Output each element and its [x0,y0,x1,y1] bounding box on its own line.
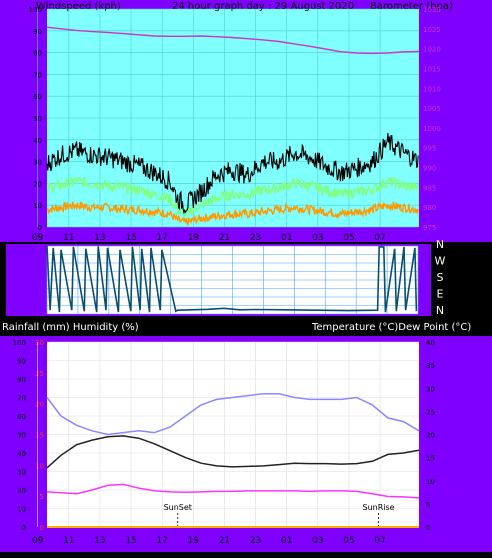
temp-tick-label: 5 [426,501,430,509]
y-tick-label: 100 [29,6,42,14]
humidity-tick-label: 70 [17,395,26,403]
x-tick-label: 11 [63,536,74,546]
humidity-tick-label: 60 [17,413,26,421]
series-barometer [46,26,420,55]
humidity-tick-label: 50 [17,432,26,440]
x-tick-label: 19 [188,233,200,243]
rain-tick-label: 20 [35,401,44,409]
x-tick-label: 03 [312,233,323,243]
x-tick-label: 09 [32,233,44,243]
direction-label: N [436,238,444,251]
barometer-axis-title: Barometer (hpa) [370,1,453,12]
temp-tick-label: 30 [426,385,435,393]
series-gust [46,132,419,215]
x-tick-label: 09 [32,536,44,546]
y2-tick-label: 1025 [423,26,441,34]
x-tick-label: 23 [250,536,261,546]
y2-tick-label: 1005 [423,105,441,113]
rain-tick-label: 5 [40,493,44,501]
temp-tick-label: 25 [426,408,435,416]
x-tick-label: 07 [374,536,385,546]
temp-humidity-chart: 0102030405060708090100051015202530051015… [13,339,435,546]
humidity-tick-label: 20 [17,487,26,495]
series-minimum [46,201,419,226]
temp-tick-label: 10 [426,478,435,486]
graph-title: 24 hour graph day : 29 August 2020 [172,1,354,12]
x-tick-label: 11 [63,233,74,243]
humidity-tick-label: 10 [17,506,26,514]
x-tick-label: 07 [374,233,385,243]
x-tick-label: 01 [281,233,292,243]
humidity-tick-label: 90 [17,358,26,366]
y2-tick-label: 1010 [423,85,441,93]
temp-tick-label: 40 [426,339,435,347]
rain-tick-label: 10 [35,462,44,470]
x-tick-label: 05 [343,233,354,243]
direction-label: N [436,304,444,317]
y2-tick-label: 1015 [423,65,441,73]
y2-tick-label: 1000 [423,125,441,133]
temp-tick-label: 0 [426,524,430,532]
y2-tick-label: 985 [423,184,436,192]
humidity-tick-label: 0 [22,524,26,532]
direction-label: S [437,271,444,284]
rain-tick-label: 25 [35,370,44,378]
annotation-label: SunRise [362,503,394,512]
windspeed-axis-title: Windspeed (kph) [36,1,121,12]
x-tick-label: 01 [281,536,292,546]
x-tick-label: 23 [250,233,261,243]
annotation-label: SunSet [164,503,192,512]
x-tick-label: 17 [156,233,167,243]
series-temperature [46,435,420,469]
y2-tick-label: 975 [423,224,436,232]
y2-tick-label: 990 [423,165,436,173]
humidity-tick-label: 40 [17,450,26,458]
x-tick-label: 03 [312,536,323,546]
temp-tick-label: 20 [426,432,435,440]
x-tick-label: 05 [343,536,354,546]
wind-baro-chart: 0102030405060708090100975980985990995100… [29,6,441,243]
direction-label: W [435,255,446,268]
series-humidity [46,393,420,436]
temp-tick-label: 15 [426,455,435,463]
temp-dew-axis-title: Temperature (°C)Dew Point (°C) [311,322,471,333]
y2-tick-label: 980 [423,204,436,212]
x-tick-label: 19 [188,536,200,546]
rain-tick-label: 15 [35,432,44,440]
y2-tick-label: 995 [423,145,436,153]
rain-humidity-axis-title: Rainfall (mm) Humidity (%) [2,322,139,333]
temp-tick-label: 35 [426,362,435,370]
x-tick-label: 15 [125,536,136,546]
x-tick-label: 13 [94,536,105,546]
series-direction [46,245,418,313]
y2-tick-label: 1020 [423,46,441,54]
y2-tick-label: 1030 [423,6,441,14]
x-tick-label: 15 [125,233,136,243]
series-average [47,175,419,218]
direction-label: E [437,288,444,301]
x-tick-label: 17 [156,536,167,546]
direction-chart [46,245,419,315]
x-tick-label: 21 [219,233,230,243]
humidity-tick-label: 80 [17,376,26,384]
x-tick-label: 21 [219,536,230,546]
y-tick-label: 0 [38,224,42,232]
humidity-tick-label: 100 [13,339,26,347]
x-tick-label: 13 [94,233,105,243]
humidity-tick-label: 30 [17,469,26,477]
rain-tick-label: 0 [40,524,44,532]
rain-tick-label: 30 [35,339,44,347]
series-dew-point [46,483,420,499]
